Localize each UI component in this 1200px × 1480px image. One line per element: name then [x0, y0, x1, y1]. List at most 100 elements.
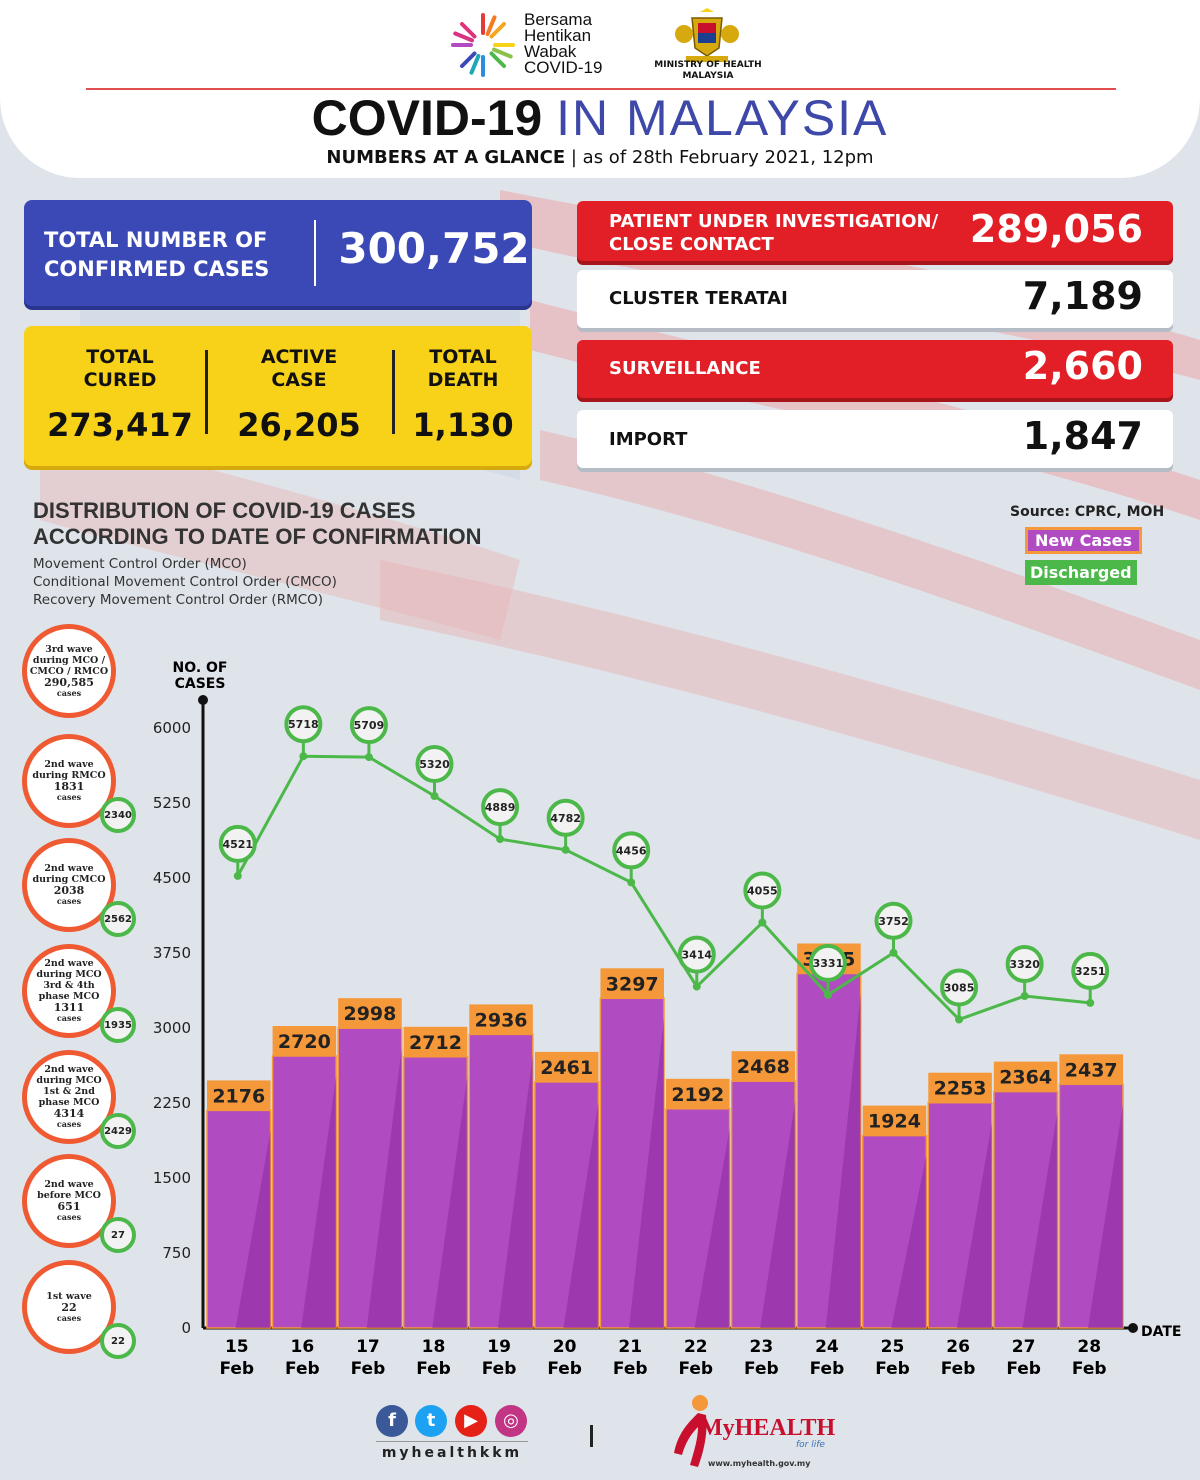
wave-label: 2nd wave during CMCO: [32, 863, 106, 885]
myhealth-website[interactable]: www.myhealth.gov.my: [708, 1459, 811, 1468]
chart-subtitle: Movement Control Order (MCO) Conditional…: [33, 556, 337, 608]
discharged-value-label: 3320: [1009, 958, 1040, 971]
wave-label: 2nd wave during RMCO: [32, 759, 106, 781]
discharged-marker: [349, 706, 388, 745]
discharged-value-label: 4055: [747, 885, 778, 898]
wave-unit: cases: [56, 1013, 82, 1023]
source-value: 7,189: [1022, 274, 1143, 318]
x-tick-label: Feb: [1006, 1359, 1041, 1379]
x-tick-label: Feb: [1072, 1359, 1107, 1379]
bar-shade: [956, 1122, 992, 1328]
wave-label: 2nd wave before MCO: [37, 1179, 101, 1201]
bar-shade: [497, 1054, 533, 1328]
x-tick-label: 22: [684, 1337, 708, 1357]
malaysia-coat-of-arms: [675, 8, 739, 62]
death-label: TOTAL DEATH: [427, 346, 499, 391]
wave-label: 2nd wave during MCO 3rd & 4th phase MCO: [36, 958, 102, 1002]
wave-unit: cases: [56, 1212, 82, 1222]
discharged-value-label: 4889: [485, 801, 516, 814]
instagram-icon[interactable]: ◎: [495, 1405, 527, 1437]
bar-shade: [1022, 1111, 1058, 1328]
wave-circle: 1st wave 22 cases: [22, 1260, 116, 1354]
wave-count: 2038: [53, 884, 85, 897]
youtube-icon[interactable]: ▶: [455, 1405, 487, 1437]
outcomes-separator: [205, 350, 208, 434]
wave-discharged-badge: 2429: [100, 1113, 136, 1149]
outcomes-box: TOTAL CURED 273,417 ACTIVE CASE 26,205 T…: [24, 326, 532, 466]
wave-label: 3rd wave during MCO / CMCO / RMCO: [29, 643, 109, 677]
source-value: 1,847: [1022, 414, 1143, 458]
discharged-value-label: 5320: [419, 758, 450, 771]
x-tick-label: 18: [422, 1337, 446, 1357]
cured-value: 273,417: [47, 406, 193, 444]
bar-label-box: [993, 1061, 1058, 1092]
x-tick-label: 19: [487, 1337, 511, 1357]
social-handle[interactable]: myhealthkkm: [376, 1441, 528, 1461]
source-label: CLUSTER TERATAI: [609, 288, 788, 309]
cured-label: TOTAL CURED: [83, 346, 157, 391]
discharged-value-label: 3752: [878, 915, 909, 928]
discharged-marker: [218, 824, 257, 863]
bar-label-box: [600, 968, 664, 999]
x-tick-label: Feb: [678, 1359, 713, 1379]
discharged-marker: [743, 871, 782, 910]
campaign-text: Bersama Hentikan Wabak COVID-19: [524, 10, 603, 77]
y-tick-label: 3000: [153, 1019, 191, 1037]
bar-shade: [1088, 1104, 1123, 1328]
bar-shade: [891, 1155, 927, 1328]
source-row-surveillance: SURVEILLANCE 2,660: [577, 340, 1173, 398]
death-value: 1,130: [412, 406, 514, 444]
header: Bersama Hentikan Wabak COVID-19 MINISTRY…: [0, 0, 1200, 178]
active-label: ACTIVE CASE: [260, 346, 338, 391]
myhealth-brand: MyHEALTH: [700, 1415, 836, 1441]
source-value: 2,660: [1022, 344, 1143, 388]
bar-shade: [366, 1048, 402, 1328]
wave-label: 2nd wave during MCO 1st & 2nd phase MCO: [36, 1064, 102, 1108]
wave-count: 1311: [53, 1001, 85, 1014]
bar-label-box: [534, 1051, 599, 1082]
discharged-line: [236, 754, 1091, 1022]
facebook-icon[interactable]: f: [376, 1405, 408, 1437]
x-tick-label: 17: [356, 1337, 380, 1357]
discharged-value-label: 3331: [813, 957, 844, 970]
y-axis-label: CASES: [175, 676, 226, 692]
twitter-icon[interactable]: t: [415, 1405, 447, 1437]
x-tick-label: Feb: [941, 1359, 976, 1379]
x-tick-label: Feb: [482, 1359, 517, 1379]
legend-discharged: Discharged: [1025, 560, 1137, 585]
bar-label-box: [338, 998, 402, 1029]
bar-label-box: [928, 1072, 992, 1103]
footer-divider: [590, 1425, 593, 1447]
wave-unit: cases: [56, 896, 82, 906]
discharged-value-label: 3251: [1075, 965, 1106, 978]
discharged-marker: [284, 705, 323, 744]
wave-label: 1st wave: [46, 1290, 92, 1302]
x-tick-label: 21: [618, 1337, 642, 1357]
x-tick-label: Feb: [875, 1359, 910, 1379]
discharged-marker: [940, 968, 979, 1007]
y-tick-label: 2250: [153, 1094, 191, 1112]
x-tick-label: 27: [1012, 1337, 1036, 1357]
y-tick-label: 6000: [153, 719, 191, 737]
discharged-value-label: 5718: [288, 718, 319, 731]
bar-label-box: [403, 1026, 468, 1057]
source-label: IMPORT: [609, 429, 688, 450]
bar-label-box: [666, 1078, 730, 1109]
discharged-marker: [612, 831, 651, 870]
x-axis-label: DATE: [1141, 1324, 1181, 1340]
bar-value-label: 2936: [475, 1009, 528, 1031]
chart-title: DISTRIBUTION OF COVID-19 CASES ACCORDING…: [33, 498, 482, 549]
death-column: TOTAL DEATH 1,130: [402, 346, 524, 444]
bar-value-label: 2192: [671, 1084, 724, 1106]
outcomes-separator: [392, 350, 395, 434]
x-tick-label: 28: [1077, 1337, 1101, 1357]
active-value: 26,205: [237, 406, 361, 444]
wave-unit: cases: [56, 1119, 82, 1129]
bar-value-label: 2176: [212, 1085, 265, 1107]
bar-value-label: 2468: [737, 1056, 790, 1078]
bar-value-label: 2461: [540, 1057, 593, 1079]
bar-shade: [629, 1018, 664, 1328]
wave-discharged-badge: 2562: [100, 901, 136, 937]
x-tick-label: Feb: [810, 1359, 845, 1379]
